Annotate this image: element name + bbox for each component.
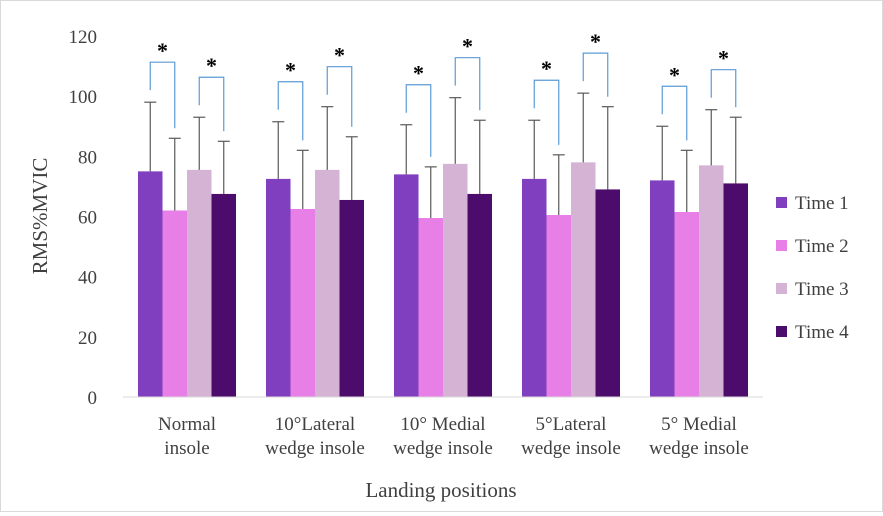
error-bar xyxy=(144,101,157,172)
significance-star: * xyxy=(462,34,473,59)
legend-swatch xyxy=(776,283,787,294)
significance-star: * xyxy=(669,62,680,87)
significance-star: * xyxy=(334,43,345,68)
legend-label: Time 3 xyxy=(795,279,849,300)
category-label: 5°Lateral xyxy=(536,414,607,435)
legend: Time 1 Time 2 Time 3 Time 4 xyxy=(776,193,849,343)
y-tick-label: 40 xyxy=(78,268,97,289)
legend-item: Time 4 xyxy=(776,322,849,343)
error-bar xyxy=(424,166,437,219)
bar xyxy=(443,163,468,397)
category-label: wedge insole xyxy=(521,438,621,459)
y-axis-title: RMS%MVIC xyxy=(28,158,52,275)
error-bar xyxy=(168,137,181,211)
category-label: 5° Medial xyxy=(661,414,737,435)
significance-bracket xyxy=(710,69,737,108)
error-bar xyxy=(601,106,614,190)
error-bar xyxy=(449,97,462,164)
bar xyxy=(290,208,315,397)
error-bar xyxy=(193,116,206,170)
y-tick-label: 80 xyxy=(78,147,97,168)
significance-markers: * * * * * * * * * * xyxy=(149,29,737,157)
significance-bracket xyxy=(326,66,353,127)
significance-star: * xyxy=(590,29,601,54)
y-tick-label: 60 xyxy=(78,208,97,229)
significance-star: * xyxy=(718,46,729,71)
bar xyxy=(522,178,547,397)
significance-star: * xyxy=(157,38,168,63)
significance-bracket xyxy=(277,81,304,141)
error-bar xyxy=(705,109,718,166)
significance-bracket xyxy=(149,61,176,129)
bar xyxy=(162,210,187,397)
legend-swatch xyxy=(776,326,787,337)
bar xyxy=(266,178,291,397)
category-label: 10° Medial xyxy=(400,414,485,435)
category-label: 10°Lateral xyxy=(275,414,355,435)
legend-item: Time 2 xyxy=(776,236,849,257)
significance-bracket xyxy=(661,85,688,141)
significance-star: * xyxy=(206,53,217,78)
error-bar xyxy=(321,106,334,170)
bars xyxy=(138,162,748,397)
legend-swatch xyxy=(776,240,787,251)
y-tick-label: 0 xyxy=(88,388,98,409)
legend-item: Time 3 xyxy=(776,279,849,300)
error-bar xyxy=(400,124,413,175)
error-bar xyxy=(680,149,693,212)
legend-label: Time 4 xyxy=(795,322,849,343)
legend-label: Time 1 xyxy=(795,193,849,214)
error-bar xyxy=(528,119,541,179)
error-bar xyxy=(217,140,230,194)
significance-bracket xyxy=(405,84,432,157)
error-bar xyxy=(577,92,590,163)
bar xyxy=(394,174,419,397)
bar xyxy=(571,162,596,397)
bar xyxy=(315,169,340,397)
significance-bracket xyxy=(533,79,560,145)
error-bar xyxy=(272,121,285,179)
bar xyxy=(138,171,163,397)
error-bars xyxy=(144,92,742,219)
category-label: wedge insole xyxy=(265,438,365,459)
category-label: insole xyxy=(164,438,209,459)
bar xyxy=(650,180,675,397)
bar xyxy=(699,165,724,397)
category-labels: Normal insole 10°Lateral wedge insole 10° Me… xyxy=(158,414,749,459)
error-bar xyxy=(296,149,309,209)
bar xyxy=(723,183,748,397)
bar xyxy=(546,214,571,397)
significance-star: * xyxy=(285,58,296,83)
bar xyxy=(339,199,364,397)
significance-bracket xyxy=(198,76,225,132)
x-axis-title: Landing positions xyxy=(365,478,516,502)
error-bar xyxy=(345,136,358,200)
significance-bracket xyxy=(582,52,609,97)
bar xyxy=(187,169,212,397)
bar xyxy=(467,193,492,397)
bar xyxy=(674,211,699,397)
legend-label: Time 2 xyxy=(795,236,849,257)
error-bar xyxy=(473,119,486,194)
legend-swatch xyxy=(776,197,787,208)
error-bar xyxy=(656,125,669,181)
y-tick-label: 20 xyxy=(78,328,97,349)
significance-star: * xyxy=(541,56,552,81)
y-tick-label: 120 xyxy=(69,27,98,48)
error-bar xyxy=(552,154,565,215)
significance-bracket xyxy=(454,57,481,111)
y-tick-label: 100 xyxy=(69,87,98,108)
category-label: Normal xyxy=(158,414,216,435)
y-axis-ticks: 0 20 40 60 80 100 120 xyxy=(69,27,98,409)
error-bar xyxy=(729,116,742,184)
legend-item: Time 1 xyxy=(776,193,849,214)
significance-star: * xyxy=(413,61,424,86)
bar xyxy=(211,193,236,397)
bar xyxy=(595,189,620,397)
category-label: wedge insole xyxy=(393,438,493,459)
bar xyxy=(418,218,443,397)
category-label: wedge insole xyxy=(649,438,749,459)
